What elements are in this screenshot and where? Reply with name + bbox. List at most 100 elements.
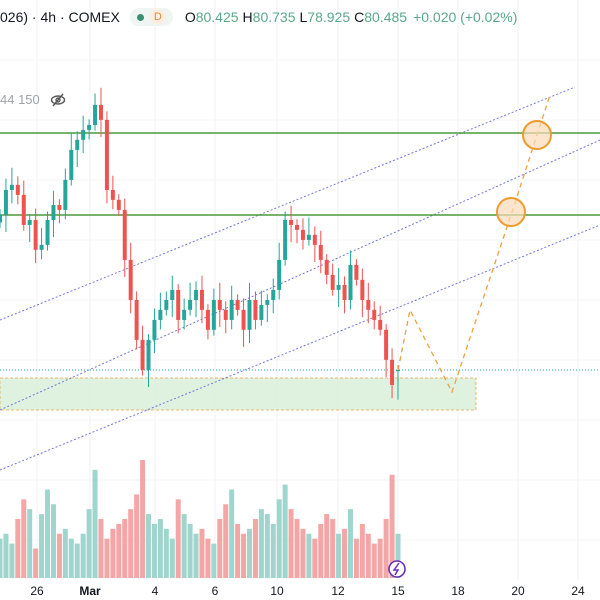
volume-bar bbox=[389, 474, 395, 578]
volume-bar bbox=[342, 528, 348, 578]
volume-bar bbox=[104, 538, 110, 578]
open-value: 80.425 bbox=[195, 9, 239, 25]
time-tick-label: Mar bbox=[79, 584, 101, 598]
volume-bar bbox=[258, 509, 264, 578]
channel-line-middle[interactable] bbox=[0, 139, 600, 411]
volume-bar bbox=[276, 499, 282, 578]
volume-bar bbox=[163, 528, 169, 578]
volume-bar bbox=[217, 519, 223, 578]
volume-bar bbox=[377, 538, 383, 578]
candle-body bbox=[205, 309, 210, 330]
candle-body bbox=[134, 299, 139, 340]
volume-bar bbox=[229, 489, 235, 578]
candle-body bbox=[259, 304, 264, 320]
eye-off-icon[interactable] bbox=[50, 93, 66, 107]
volume-bar bbox=[181, 514, 187, 578]
candle-body bbox=[306, 234, 311, 240]
candle-body bbox=[51, 204, 56, 220]
target-circle-1[interactable] bbox=[496, 197, 526, 227]
channel-line-lower[interactable] bbox=[0, 224, 600, 471]
candle-body bbox=[336, 284, 341, 290]
volume-bars bbox=[0, 460, 401, 578]
candle-body bbox=[63, 179, 68, 210]
candle-body bbox=[104, 119, 109, 190]
market-status-badge[interactable]: D bbox=[129, 8, 173, 26]
candle-body bbox=[122, 209, 127, 260]
candle-body bbox=[87, 124, 92, 130]
volume-bar bbox=[15, 519, 21, 578]
candle-body bbox=[110, 189, 115, 200]
volume-bar bbox=[169, 538, 175, 578]
candle-body bbox=[312, 234, 317, 245]
candle-body bbox=[176, 289, 181, 320]
volume-bar bbox=[62, 528, 68, 578]
candle-body bbox=[295, 224, 300, 230]
candle-body bbox=[21, 194, 26, 225]
candle-body bbox=[128, 259, 133, 300]
candle-body bbox=[152, 319, 157, 340]
volume-bar bbox=[199, 528, 205, 578]
candle-body bbox=[3, 189, 8, 215]
channel-line-upper[interactable] bbox=[0, 86, 576, 321]
volume-bar bbox=[56, 533, 62, 578]
exchange-label: COMEX bbox=[68, 9, 120, 25]
candle-body bbox=[223, 309, 228, 320]
candle-body bbox=[194, 289, 199, 300]
demand-zone[interactable] bbox=[0, 377, 477, 411]
high-label: H bbox=[242, 9, 253, 25]
chart-legend: 026) · 4h · COMEX D O 80.425 H 80.735 L 78.… bbox=[0, 8, 518, 26]
time-tick-label: 12 bbox=[331, 584, 345, 598]
time-tick-label: 24 bbox=[571, 584, 585, 598]
volume-bar bbox=[353, 538, 359, 578]
volume-bar bbox=[312, 538, 318, 578]
candle-body bbox=[158, 309, 163, 320]
projection-path[interactable] bbox=[397, 94, 551, 394]
candle-body bbox=[372, 309, 377, 320]
target-circle-2[interactable] bbox=[522, 120, 552, 150]
time-tick-label: 4 bbox=[152, 584, 159, 598]
candle-body bbox=[217, 299, 222, 310]
volume-bar bbox=[300, 528, 306, 578]
volume-bar bbox=[270, 523, 276, 578]
volume-bar bbox=[264, 514, 270, 578]
candle-body bbox=[39, 244, 44, 250]
candle-body bbox=[33, 219, 38, 250]
volume-bar bbox=[33, 548, 39, 578]
candle-body bbox=[342, 284, 347, 300]
volume-bar bbox=[294, 519, 300, 578]
candle-body bbox=[235, 299, 240, 310]
candle-body bbox=[146, 339, 151, 370]
volume-bar bbox=[9, 543, 15, 578]
candles bbox=[0, 87, 400, 400]
volume-bar bbox=[223, 504, 229, 578]
time-tick-label: 6 bbox=[212, 584, 219, 598]
indicator-legend: 44 150 bbox=[0, 92, 66, 107]
volume-bar bbox=[175, 499, 181, 578]
volume-bar bbox=[306, 533, 312, 578]
open-label: O bbox=[184, 9, 196, 25]
candle-body bbox=[211, 299, 216, 330]
candle-body bbox=[360, 279, 365, 300]
volume-bar bbox=[205, 538, 211, 578]
volume-bar bbox=[151, 523, 157, 578]
time-axis[interactable]: 26 Mar 4 6 10 12 15 18 20 24 bbox=[30, 584, 585, 598]
volume-bar bbox=[383, 519, 389, 578]
volume-bar bbox=[241, 533, 247, 578]
volume-bar bbox=[246, 528, 252, 578]
candle-body bbox=[45, 219, 50, 245]
volume-bar bbox=[140, 460, 146, 578]
candle-body bbox=[229, 299, 234, 320]
symbol-title[interactable]: 026) bbox=[0, 9, 29, 25]
volume-bar bbox=[92, 469, 98, 578]
time-tick-label: 10 bbox=[270, 584, 284, 598]
candle-body bbox=[253, 299, 258, 320]
volume-bar bbox=[110, 528, 116, 578]
lightning-icon[interactable] bbox=[388, 560, 406, 578]
candle-body bbox=[170, 289, 175, 300]
interval-label[interactable]: 4h bbox=[40, 9, 57, 25]
volume-bar bbox=[39, 514, 45, 578]
close-label: C bbox=[354, 9, 365, 25]
candle-body bbox=[384, 329, 389, 360]
candle-body bbox=[265, 299, 270, 305]
